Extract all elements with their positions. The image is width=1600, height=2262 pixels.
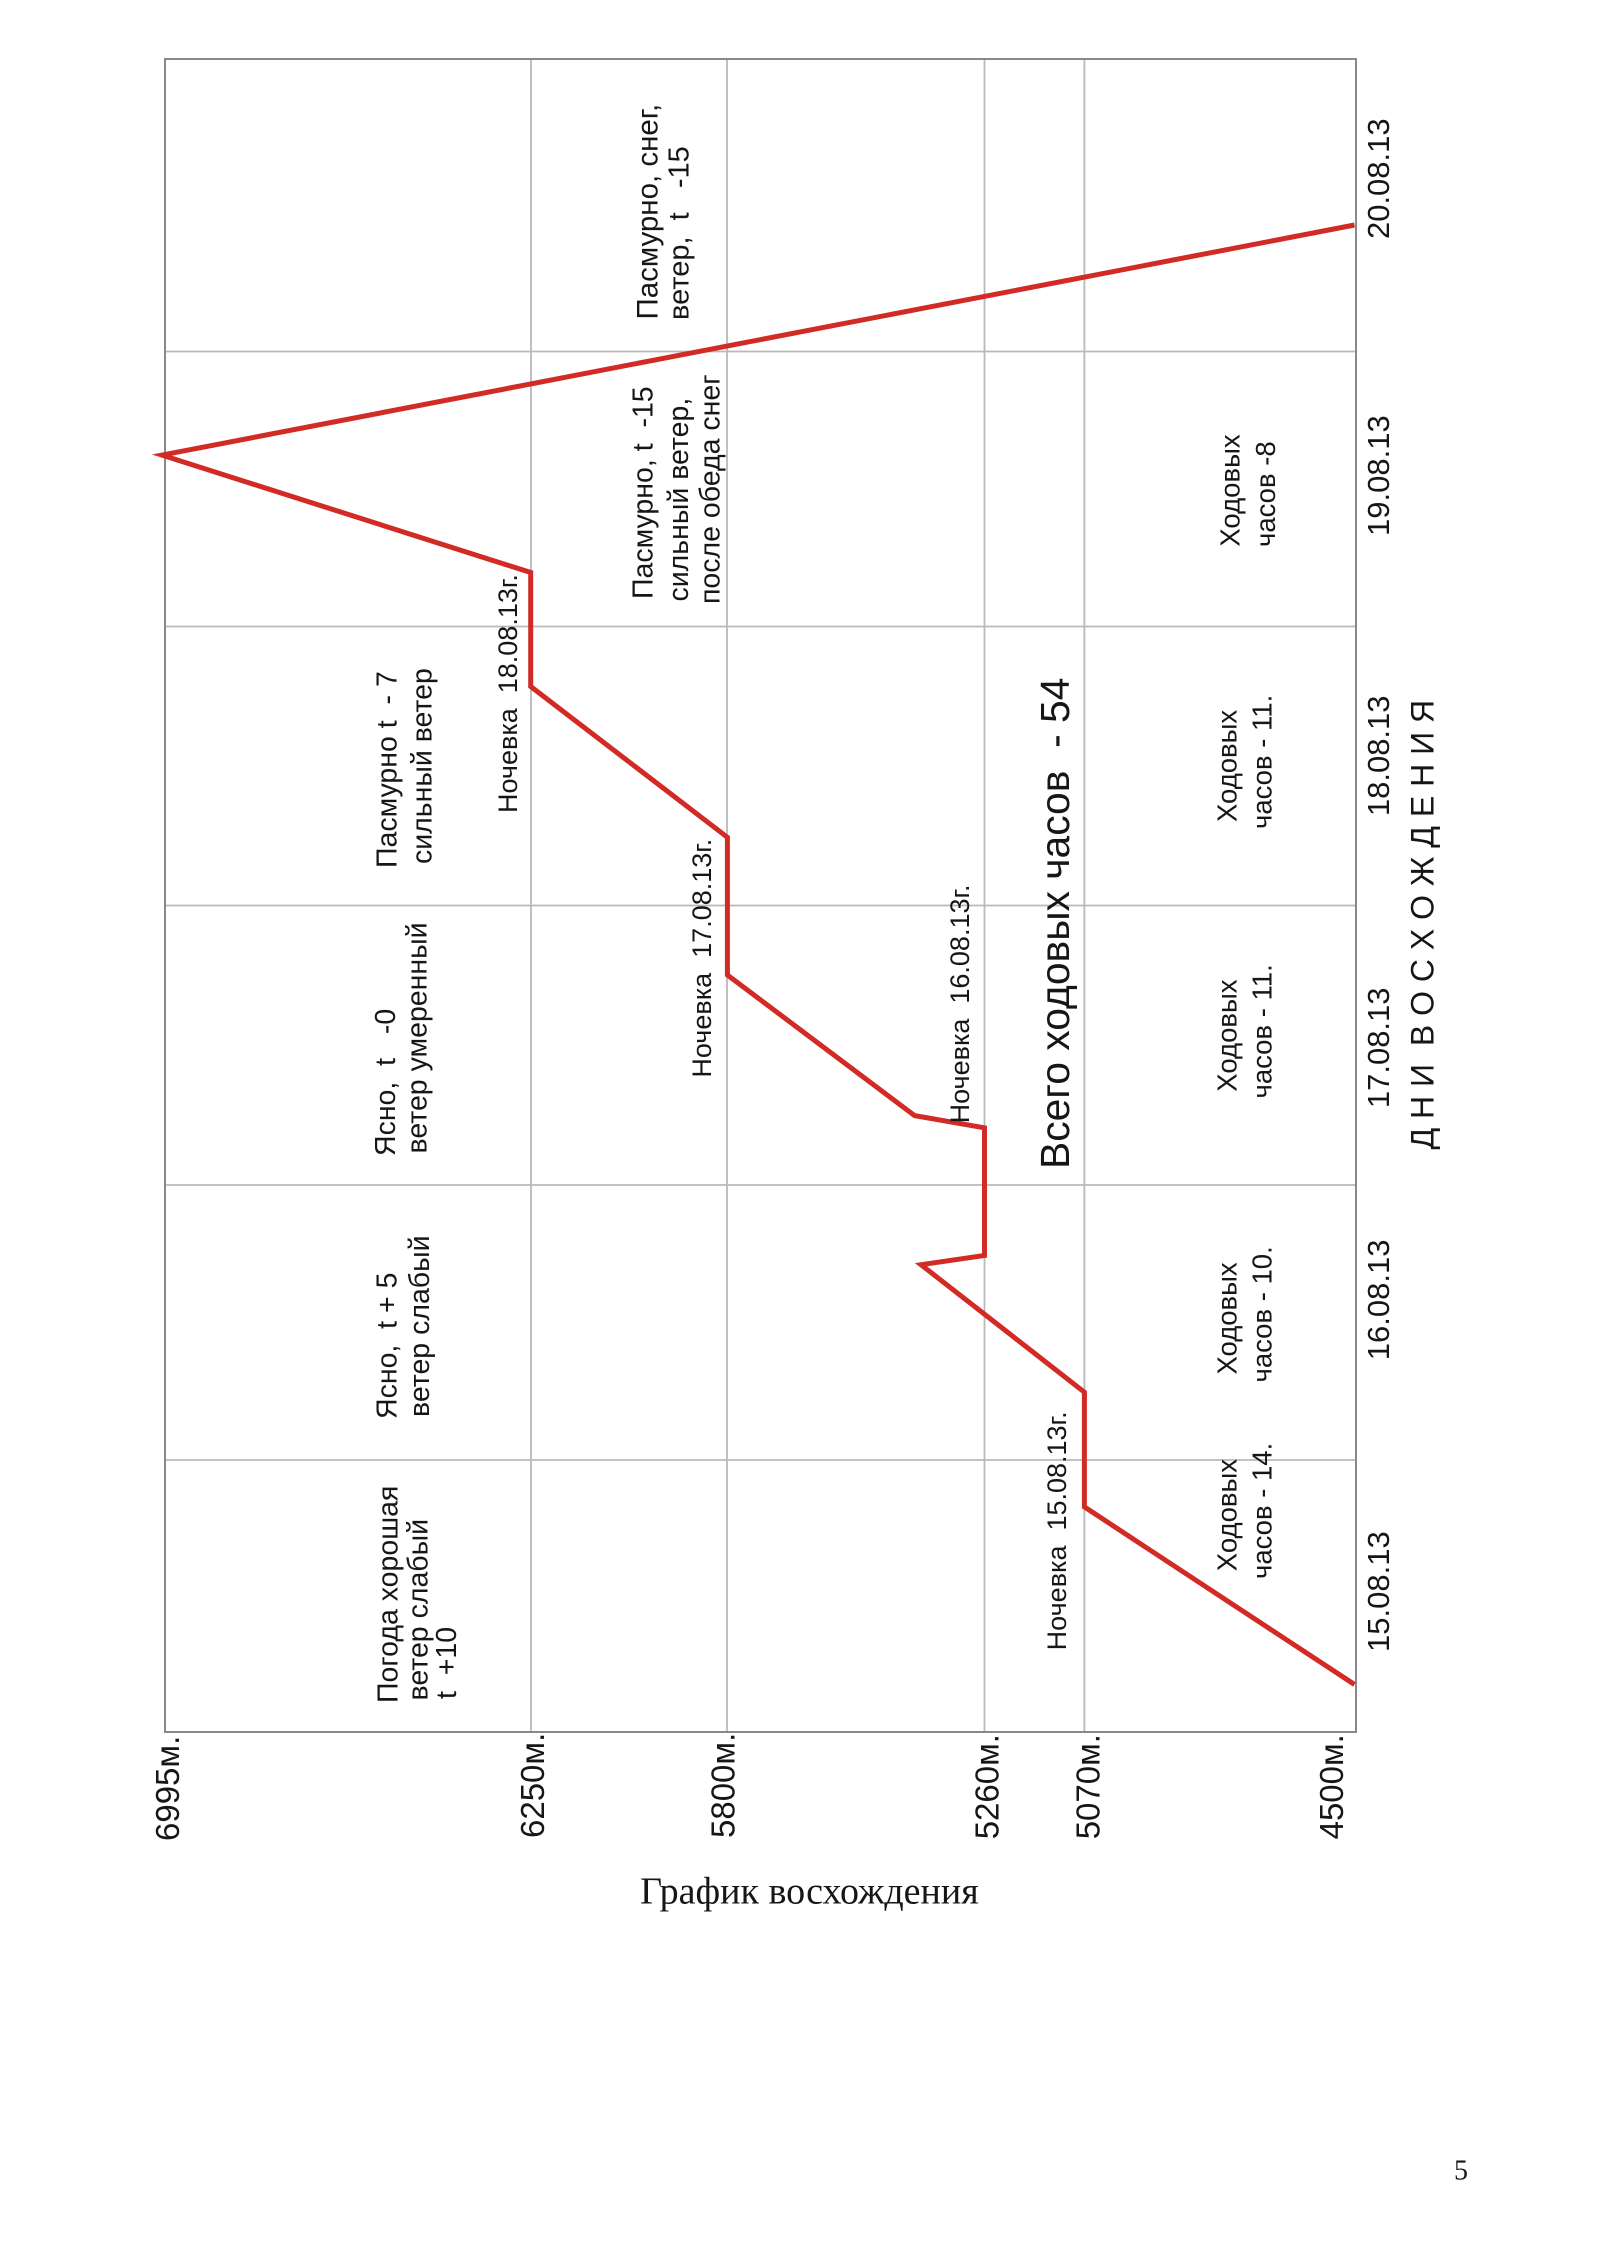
svg-text:часов - 10.: часов - 10. bbox=[1247, 1246, 1278, 1382]
svg-text:19.08.13: 19.08.13 bbox=[1361, 415, 1396, 536]
svg-text:5800м.: 5800м. bbox=[705, 1733, 742, 1838]
svg-text:Ходовых: Ходовых bbox=[1212, 979, 1243, 1091]
svg-text:Пасмурно t - 7: Пасмурно t - 7 bbox=[371, 671, 403, 868]
svg-text:часов - 11.: часов - 11. bbox=[1247, 695, 1278, 829]
svg-text:Ходовых: Ходовых bbox=[1212, 710, 1243, 822]
svg-text:5070м.: 5070м. bbox=[1069, 1734, 1106, 1839]
svg-text:Ночевка 15.08.13г.: Ночевка 15.08.13г. bbox=[1042, 1411, 1072, 1650]
svg-text:Ходовых: Ходовых bbox=[1212, 1459, 1243, 1571]
svg-text:часов - 11.: часов - 11. bbox=[1247, 964, 1278, 1098]
svg-text:6250м.: 6250м. bbox=[514, 1733, 551, 1838]
svg-text:Ночевка 16.08.13г.: Ночевка 16.08.13г. bbox=[945, 884, 975, 1123]
svg-text:сильный ветер,: сильный ветер, bbox=[663, 398, 695, 602]
svg-text:Пасмурно, t -15: Пасмурно, t -15 bbox=[628, 386, 660, 599]
svg-text:Ходовых: Ходовых bbox=[1212, 1262, 1243, 1374]
svg-text:ветер слабый: ветер слабый bbox=[402, 1519, 434, 1701]
svg-text:График восхождения: График восхождения bbox=[640, 1871, 979, 1913]
svg-text:Всего ходовых часов - 54: Всего ходовых часов - 54 bbox=[1032, 678, 1078, 1169]
svg-text:часов -8: часов -8 bbox=[1250, 441, 1281, 547]
svg-text:Ясно, t -0: Ясно, t -0 bbox=[370, 1009, 402, 1156]
svg-text:часов - 14.: часов - 14. bbox=[1247, 1443, 1278, 1579]
svg-text:Погода хорошая: Погода хорошая bbox=[372, 1486, 404, 1703]
svg-text:t +10: t +10 bbox=[431, 1627, 463, 1699]
svg-text:после обеда снег: после обеда снег bbox=[694, 374, 726, 604]
svg-text:Ночевка 17.08.13г.: Ночевка 17.08.13г. bbox=[687, 839, 717, 1078]
svg-text:16.08.13: 16.08.13 bbox=[1361, 1240, 1396, 1361]
svg-text:Пасмурно, снег,: Пасмурно, снег, bbox=[632, 104, 665, 320]
svg-text:17.08.13: 17.08.13 bbox=[1361, 987, 1396, 1108]
svg-text:Ясно, t + 5: Ясно, t + 5 bbox=[371, 1273, 403, 1419]
svg-text:ветер слабый: ветер слабый bbox=[404, 1235, 436, 1417]
svg-text:5: 5 bbox=[1454, 2156, 1468, 2187]
svg-text:ветер умеренный: ветер умеренный bbox=[401, 922, 433, 1153]
svg-text:6995м.: 6995м. bbox=[149, 1736, 186, 1841]
svg-text:Д Н И В О С Х О Ж Д Е Н И Я: Д Н И В О С Х О Ж Д Е Н И Я bbox=[1405, 700, 1441, 1150]
svg-text:сильный ветер: сильный ветер bbox=[406, 668, 438, 864]
svg-text:4500м.: 4500м. bbox=[1313, 1734, 1350, 1839]
svg-text:Ходовых: Ходовых bbox=[1214, 434, 1245, 546]
svg-text:18.08.13: 18.08.13 bbox=[1361, 695, 1396, 816]
svg-text:20.08.13: 20.08.13 bbox=[1361, 118, 1396, 239]
svg-text:5260м.: 5260м. bbox=[969, 1734, 1006, 1839]
svg-text:15.08.13: 15.08.13 bbox=[1361, 1531, 1396, 1652]
svg-text:Ночевка 18.08.13г.: Ночевка 18.08.13г. bbox=[493, 574, 523, 813]
svg-text:ветер, t -15: ветер, t -15 bbox=[663, 146, 695, 320]
